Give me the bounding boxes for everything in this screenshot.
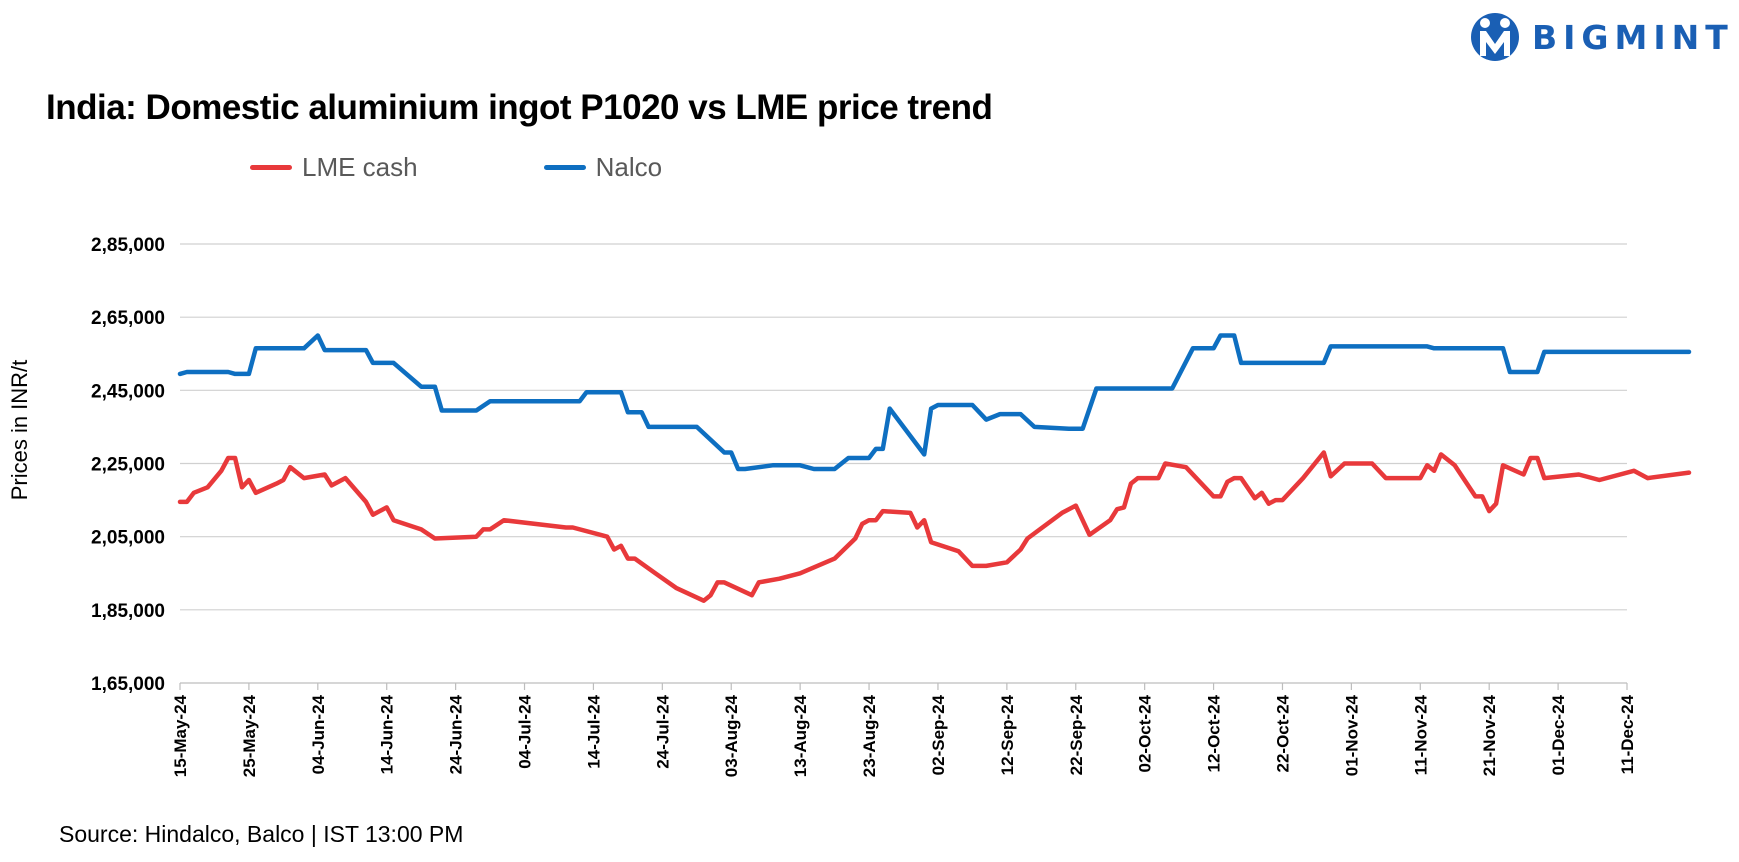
legend-label-lme: LME cash: [302, 152, 418, 182]
x-tick-label: 22-Oct-24: [1273, 694, 1292, 772]
x-tick-label: 03-Aug-24: [722, 694, 741, 777]
y-tick-label: 2,65,000: [91, 308, 165, 329]
gridlines: [180, 243, 1627, 684]
y-tick-label: 2,25,000: [91, 455, 165, 476]
x-tick-label: 11-Dec-24: [1618, 694, 1637, 774]
y-tick-label: 1,85,000: [91, 601, 165, 622]
x-tick-label: 23-Aug-24: [860, 694, 879, 777]
x-tick-label: 22-Sep-24: [1067, 694, 1086, 775]
x-tick-label: 15-May-24: [171, 694, 190, 777]
y-tick-label: 2,45,000: [91, 381, 165, 402]
legend-item-nalco: Nalco: [543, 152, 663, 183]
brand-logo: BIGMINT: [1470, 12, 1734, 62]
series-line-nalco: [177, 333, 1692, 472]
x-tick-label: 14-Jul-24: [584, 694, 603, 768]
bigmint-logo-icon: [1471, 13, 1519, 61]
x-tick-label: 25-May-24: [240, 694, 259, 777]
x-tick-label: 01-Dec-24: [1549, 694, 1568, 775]
x-tick-label: 21-Nov-24: [1480, 694, 1499, 776]
legend-label-nalco: Nalco: [595, 152, 663, 182]
x-tick-label: 12-Oct-24: [1205, 694, 1224, 772]
chart-title: India: Domestic aluminium ingot P1020 vs…: [46, 88, 993, 127]
x-tick-label: 02-Oct-24: [1136, 694, 1155, 772]
x-tick-label: 12-Sep-24: [998, 694, 1017, 775]
x-tick-label: 24-Jun-24: [447, 694, 466, 774]
y-tick-label: 2,05,000: [91, 528, 165, 549]
x-tick-label: 02-Sep-24: [929, 694, 948, 775]
x-tick-label: 04-Jun-24: [309, 694, 328, 774]
legend-swatch-lme: [250, 165, 292, 170]
x-tick-label: 04-Jul-24: [516, 694, 535, 768]
y-axis-label: Prices in INR/t: [7, 360, 32, 501]
x-tick-label: 11-Nov-24: [1411, 694, 1430, 775]
y-tick-label: 1,65,000: [91, 674, 165, 695]
x-tick-label: 24-Jul-24: [653, 694, 672, 768]
series-lines: [177, 333, 1692, 603]
chart-legend: LME cash Nalco: [250, 152, 662, 183]
source-note: Source: Hindalco, Balco | IST 13:00 PM: [59, 821, 464, 847]
x-tick-label: 13-Aug-24: [791, 694, 810, 777]
brand-name: BIGMINT: [1532, 17, 1734, 57]
legend-swatch-nalco: [543, 165, 586, 170]
y-tick-labels: 1,65,000 1,85,000 2,05,000 2,25,000 2,45,000…: [91, 235, 165, 695]
legend-item-lme: LME cash: [250, 152, 418, 183]
x-tick-label: 14-Jun-24: [378, 694, 397, 774]
x-tick-label: 01-Nov-24: [1342, 694, 1361, 776]
y-tick-label: 2,85,000: [91, 235, 165, 256]
x-tick-labels: 15-May-24 25-May-24 04-Jun-24 14-Jun-24 24-J…: [171, 683, 1637, 777]
series-line-lme-cash: [177, 450, 1692, 603]
